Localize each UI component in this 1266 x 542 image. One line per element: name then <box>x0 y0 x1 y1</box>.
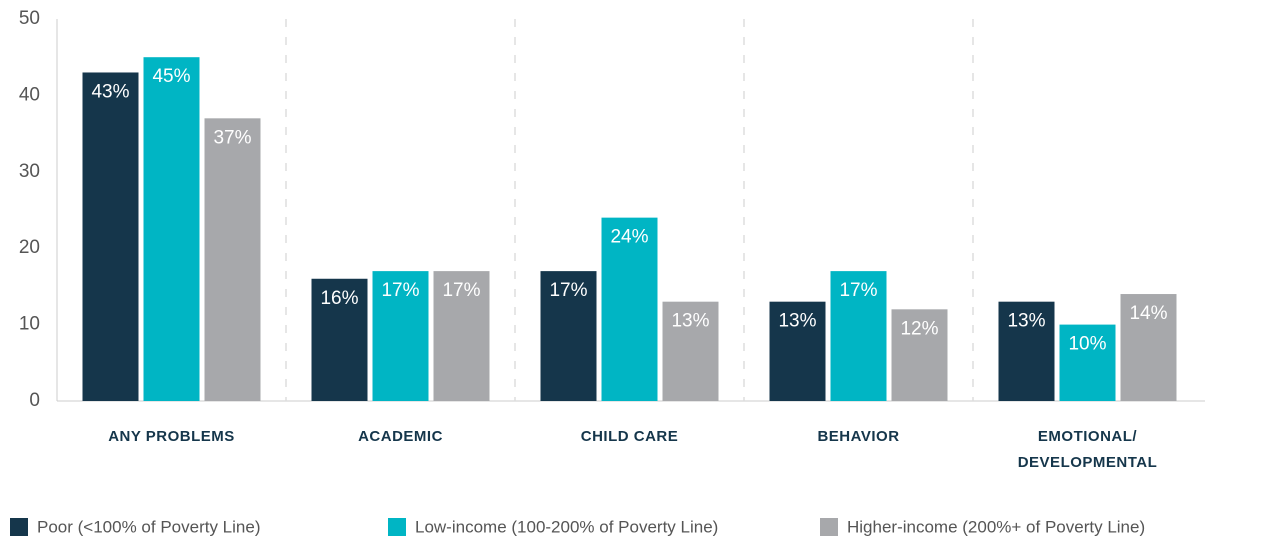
x-tick-label: EMOTIONAL/DEVELOPMENTAL <box>1018 428 1158 471</box>
legend-label: Higher-income (200%+ of Poverty Line) <box>847 517 1145 536</box>
value-label: 43% <box>91 81 129 102</box>
y-tick-label: 10 <box>19 314 40 335</box>
value-label: 13% <box>671 311 709 332</box>
value-label: 37% <box>213 127 251 148</box>
bar <box>82 72 139 401</box>
y-tick-label: 0 <box>29 390 40 411</box>
bar <box>1120 294 1177 401</box>
bar <box>311 278 368 401</box>
value-label: 17% <box>549 280 587 301</box>
legend-swatch <box>10 518 28 536</box>
bar <box>1059 324 1116 401</box>
value-label: 13% <box>778 311 816 332</box>
x-tick-label: ACADEMIC <box>358 428 443 445</box>
bar <box>433 271 490 401</box>
bar <box>830 271 887 401</box>
value-label: 13% <box>1007 311 1045 332</box>
y-tick-label: 50 <box>19 8 40 29</box>
legend-label: Low-income (100-200% of Poverty Line) <box>415 517 718 536</box>
y-tick-label: 40 <box>19 84 40 105</box>
bar <box>143 57 200 401</box>
bar <box>891 309 948 401</box>
value-label: 17% <box>442 280 480 301</box>
value-label: 10% <box>1068 334 1106 355</box>
y-tick-label: 30 <box>19 161 40 182</box>
value-label: 14% <box>1129 303 1167 324</box>
legend-swatch <box>388 518 406 536</box>
x-tick-label: CHILD CARE <box>581 428 679 445</box>
bar <box>204 118 261 401</box>
value-label: 17% <box>839 280 877 301</box>
value-label: 45% <box>152 66 190 87</box>
bar <box>601 217 658 401</box>
value-label: 24% <box>610 227 648 248</box>
value-label: 17% <box>381 280 419 301</box>
legend-swatch <box>820 518 838 536</box>
value-label: 16% <box>320 288 358 309</box>
x-tick-label: ANY PROBLEMS <box>108 428 235 445</box>
legend-label: Poor (<100% of Poverty Line) <box>37 517 260 536</box>
x-tick-label: BEHAVIOR <box>817 428 899 445</box>
bar <box>769 301 826 401</box>
bar <box>662 301 719 401</box>
value-label: 12% <box>900 318 938 339</box>
bar <box>372 271 429 401</box>
y-tick-label: 20 <box>19 237 40 258</box>
bar <box>998 301 1055 401</box>
bar <box>540 271 597 401</box>
